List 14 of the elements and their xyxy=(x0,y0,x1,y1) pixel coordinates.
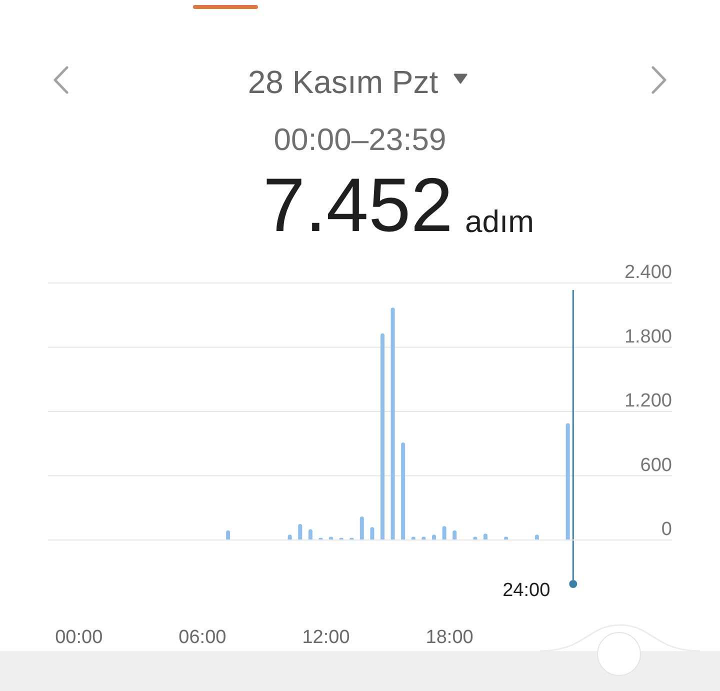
y-tick-label: 600 xyxy=(640,454,672,476)
text: 7.452 xyxy=(262,162,453,248)
x-tick-label: 12:00 xyxy=(302,627,350,648)
y-tick-label: 1.800 xyxy=(624,326,672,348)
text: adım xyxy=(465,204,534,239)
y-tick-label: 2.400 xyxy=(624,262,672,283)
y-tick-label: 0 xyxy=(661,519,672,540)
y-tick-label: 1.200 xyxy=(624,390,672,412)
x-tick-label: 06:00 xyxy=(178,627,226,648)
ref-line-label: 24:00 xyxy=(502,580,550,601)
chart-title: 28 Kasım Pzt xyxy=(248,64,438,100)
x-tick-label: 00:00 xyxy=(55,627,103,648)
x-tick-label: 18:00 xyxy=(426,627,474,648)
chart-subtitle: 00:00–23:59 xyxy=(274,122,446,157)
